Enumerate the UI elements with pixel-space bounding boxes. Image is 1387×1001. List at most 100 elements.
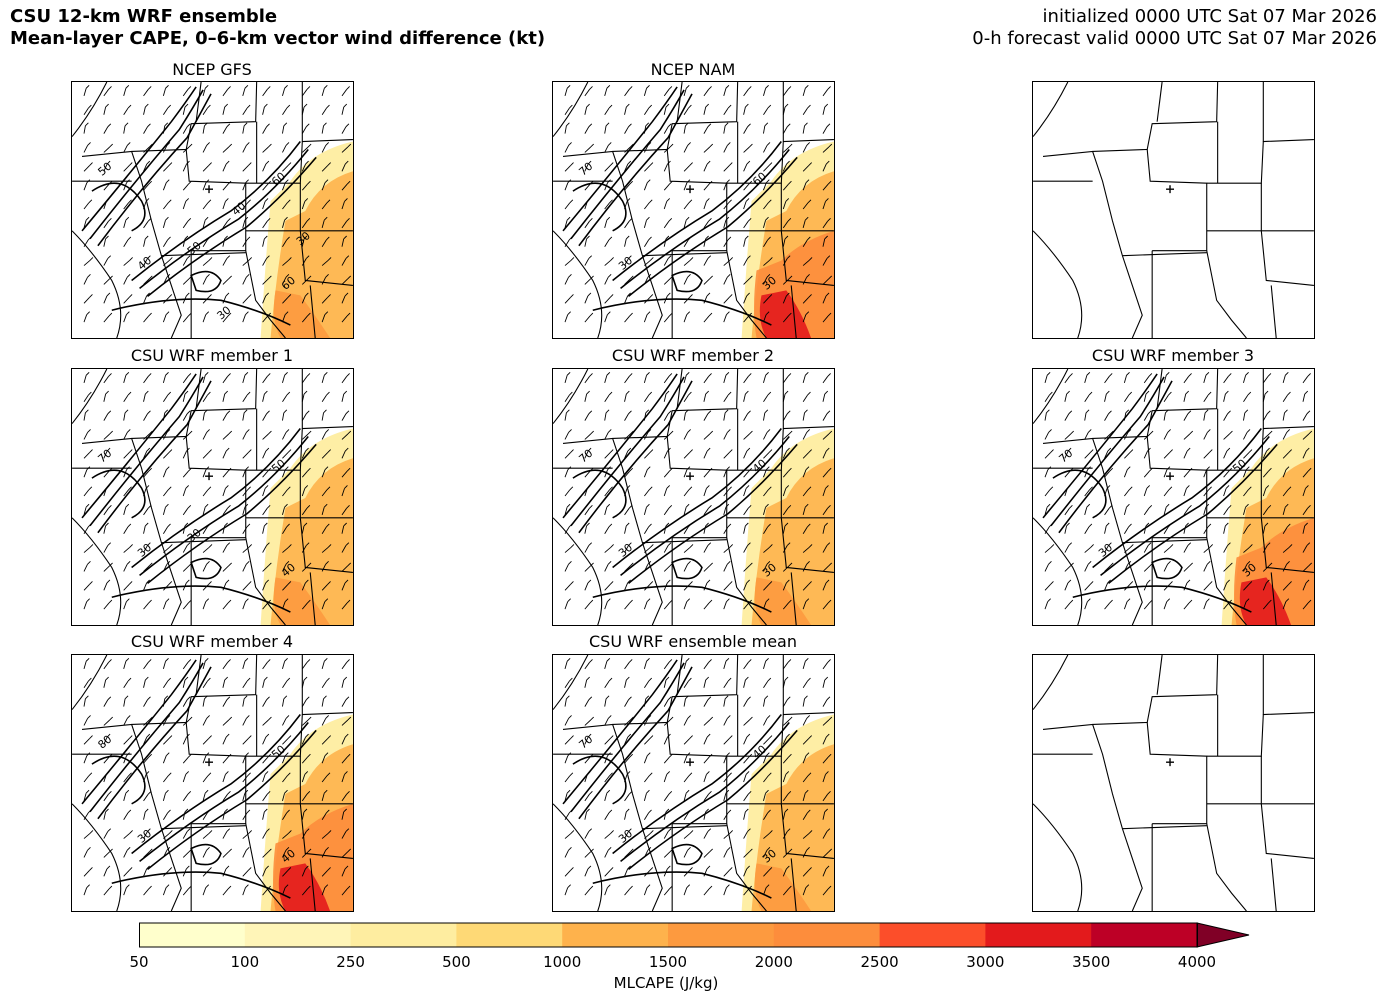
wind-barb-icon <box>282 145 287 153</box>
wind-barb-icon <box>1223 393 1226 402</box>
wind-barb-icon <box>663 278 671 285</box>
wind-barb-icon <box>321 88 325 97</box>
wind-barb-icon <box>207 104 211 109</box>
wind-barb-icon <box>301 488 306 497</box>
wind-barb-icon <box>147 505 152 509</box>
wind-barb-icon <box>188 180 192 185</box>
wind-barb-icon <box>187 312 192 317</box>
wind-barb-icon <box>805 884 810 888</box>
wind-barb-icon <box>188 275 193 280</box>
wind-barb-icon <box>202 452 209 459</box>
wind-barb-icon <box>624 163 629 172</box>
wind-barb-icon <box>1223 602 1230 610</box>
wind-barb-icon <box>307 848 312 853</box>
wind-barb-icon <box>743 315 750 323</box>
wind-barb-icon <box>288 544 292 548</box>
wind-barb-icon <box>123 277 128 285</box>
wind-barb-icon <box>630 430 634 435</box>
wind-barb-icon <box>103 756 110 764</box>
wind-barb-icon <box>1124 526 1129 534</box>
wind-barb-icon <box>87 560 91 565</box>
wind-barb-icon <box>763 850 768 858</box>
wind-barb-icon <box>282 394 288 402</box>
wind-barb-icon <box>162 314 167 323</box>
wind-barb-icon <box>564 718 569 726</box>
wind-barb-icon <box>609 199 613 204</box>
wind-barb-icon <box>570 294 574 298</box>
wind-barb-icon <box>802 182 807 191</box>
wind-barb-icon <box>182 868 187 877</box>
wind-barb-icon <box>83 260 91 266</box>
wind-barb-icon <box>822 376 829 384</box>
wind-barb-icon <box>584 736 589 745</box>
wind-barb-icon <box>743 699 748 707</box>
wind-barb-icon <box>723 125 726 134</box>
wind-barb-icon <box>327 830 332 834</box>
wind-barb-icon <box>143 201 147 210</box>
wind-barb-icon <box>625 808 630 813</box>
wind-barb-icon <box>245 466 249 471</box>
wind-barb-icon <box>184 522 189 527</box>
wind-barb-icon <box>687 523 692 528</box>
wind-barb-icon <box>202 239 208 247</box>
wind-barb-icon <box>1302 508 1308 516</box>
wind-barb-icon <box>667 255 672 259</box>
wind-barbs <box>564 371 833 610</box>
wind-barb-icon <box>262 413 267 421</box>
contour-label: 50 <box>269 743 288 762</box>
wind-barb-icon <box>182 238 186 247</box>
wind-barb-icon <box>206 429 210 433</box>
wind-contour-line <box>1058 380 1173 534</box>
wind-barb-icon <box>1302 525 1306 534</box>
wind-barb-icon <box>584 662 590 670</box>
wind-barb-icon <box>647 429 652 433</box>
wind-barb-icon <box>262 183 269 191</box>
wind-barb-icon <box>824 103 829 108</box>
wind-barb-icon <box>286 523 290 528</box>
wind-contour-line <box>131 141 301 282</box>
wind-barb-icon <box>202 698 205 707</box>
wind-barb-icon <box>668 885 673 890</box>
wind-barb-icon <box>604 182 608 191</box>
wind-barb-icon <box>284 503 288 508</box>
wind-barb-icon <box>166 560 171 565</box>
wind-barb-icon <box>589 86 593 90</box>
wind-barb-icon <box>703 851 710 858</box>
wind-barb-icon <box>182 662 189 670</box>
init-time: initialized 0000 UTC Sat 07 Mar 2026 <box>1042 6 1377 27</box>
wind-barb-icon <box>103 794 109 802</box>
wind-barb-icon <box>206 142 210 146</box>
wind-barb-icon <box>324 466 329 471</box>
wind-barb-icon <box>244 216 249 221</box>
wind-barb-icon <box>703 794 709 802</box>
state-border-line <box>553 655 589 710</box>
wind-barb-icon <box>584 756 591 764</box>
wind-barb-icon <box>341 450 346 459</box>
wind-barb-icon <box>204 503 209 508</box>
wind-barb-icon <box>162 850 168 858</box>
wind-barb-icon <box>827 791 831 795</box>
wind-barb-icon <box>182 774 187 783</box>
wind-barb-icon <box>165 311 170 315</box>
wind-barb-icon <box>1207 523 1212 528</box>
cape-shading <box>741 428 834 625</box>
wind-barb-icon <box>128 581 133 585</box>
wind-barb-icon <box>768 449 773 453</box>
state-borders <box>553 369 834 625</box>
wind-barb-icon <box>683 314 688 323</box>
wind-barb-icon <box>202 412 205 421</box>
wind-contour-line <box>578 93 693 247</box>
state-border-line <box>612 655 739 726</box>
colorbar-tick-label: 500 <box>442 953 471 971</box>
wind-barb-icon <box>227 885 232 890</box>
wind-barb-icon <box>644 239 649 247</box>
wind-barb-icon <box>103 126 109 134</box>
wind-barb-icon <box>323 409 327 414</box>
wind-barb-icon <box>165 503 169 508</box>
wind-barb-icon <box>705 808 709 813</box>
wind-barb-icon <box>83 277 88 285</box>
wind-barb-icon <box>321 547 329 553</box>
wind-barb-icon <box>206 809 211 814</box>
wind-barb-icon <box>1149 562 1154 567</box>
wind-barb-icon <box>1084 394 1090 402</box>
